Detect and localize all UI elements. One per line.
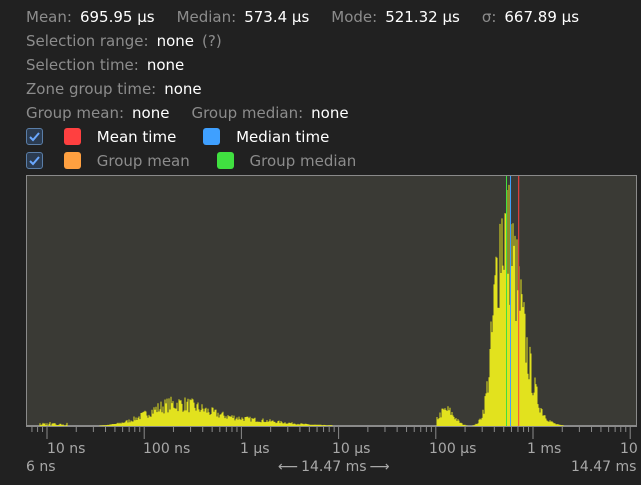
selection-range-row: Selection range: none (?) <box>26 30 222 52</box>
mode-label: Mode: <box>331 8 378 26</box>
legend-group-mean-label: Group mean <box>96 152 190 170</box>
sigma-value: 667.89 μs <box>504 8 580 26</box>
legend-mean-label: Mean time <box>96 128 177 146</box>
histogram-axis: 10 ns 100 ns 1 μs 10 μs 100 μs 1 ms 10 <box>26 426 638 484</box>
legend-median-label: Median time <box>236 128 330 146</box>
histogram-svg <box>39 176 564 427</box>
legend-group-mean: Group mean <box>63 150 190 172</box>
histogram-bars <box>39 184 564 426</box>
tick-label-10ms: 10 <box>620 441 638 457</box>
histogram-plot[interactable] <box>26 175 637 427</box>
selection-time-row: Selection time: none <box>26 54 184 76</box>
checkmark-icon <box>29 132 40 142</box>
median-color-swatch <box>203 128 221 145</box>
group-mean-color-swatch <box>63 152 81 169</box>
legend-row-times: Mean time Median time <box>26 126 329 148</box>
legend-mean-time: Mean time <box>63 126 177 148</box>
axis-max-label: 14.47 ms <box>571 459 637 475</box>
show-times-checkbox[interactable] <box>26 128 43 145</box>
axis-range-label: 14.47 ms <box>301 459 367 475</box>
axis-min-label: 6 ns <box>26 459 56 475</box>
group-median-value: none <box>311 104 349 122</box>
selection-range-help[interactable]: (?) <box>202 32 222 50</box>
axis-ticks <box>26 426 637 439</box>
group-median-color-swatch <box>216 152 234 169</box>
tick-label-10ns: 10 ns <box>47 441 86 457</box>
mean-value: 695.95 μs <box>79 8 155 26</box>
group-row: Group mean: none Group median: none <box>26 102 349 124</box>
mean-color-swatch <box>63 128 81 145</box>
tick-label-10us: 10 μs <box>332 441 371 457</box>
selection-range-label: Selection range: <box>26 32 149 50</box>
legend-group-median-label: Group median <box>249 152 357 170</box>
arrow-right-icon: ⟶ <box>369 459 390 475</box>
median-label: Median: <box>176 8 237 26</box>
selection-time-label: Selection time: <box>26 56 139 74</box>
arrow-left-icon: ⟵ <box>278 459 299 475</box>
mean-label: Mean: <box>26 8 72 26</box>
selection-range-value: none <box>156 32 194 50</box>
selection-time-value: none <box>146 56 185 74</box>
tick-label-100us: 100 μs <box>429 441 477 457</box>
group-mean-value: none <box>132 104 170 122</box>
group-median-label: Group median: <box>191 104 304 122</box>
show-group-checkbox[interactable] <box>26 152 43 169</box>
sigma-label: σ: <box>481 8 497 26</box>
checkmark-icon <box>29 156 40 166</box>
axis-range-indicator: ⟵ 14.47 ms ⟶ <box>278 459 390 475</box>
group-mean-label: Group mean: <box>26 104 125 122</box>
mode-value: 521.32 μs <box>385 8 460 26</box>
legend-group-median: Group median <box>216 150 357 172</box>
zone-group-value: none <box>164 80 202 98</box>
tick-label-1ms: 1 ms <box>527 441 562 457</box>
zone-group-label: Zone group time: <box>26 80 157 98</box>
tick-label-100ns: 100 ns <box>143 441 191 457</box>
tick-label-1us: 1 μs <box>240 441 270 457</box>
stats-row: Mean: 695.95 μs Median: 573.4 μs Mode: 521.32… <box>26 6 579 28</box>
legend-row-group: Group mean Group median <box>26 150 356 172</box>
legend-median-time: Median time <box>203 126 329 148</box>
median-value: 573.4 μs <box>244 8 310 26</box>
zone-group-row: Zone group time: none <box>26 78 202 100</box>
